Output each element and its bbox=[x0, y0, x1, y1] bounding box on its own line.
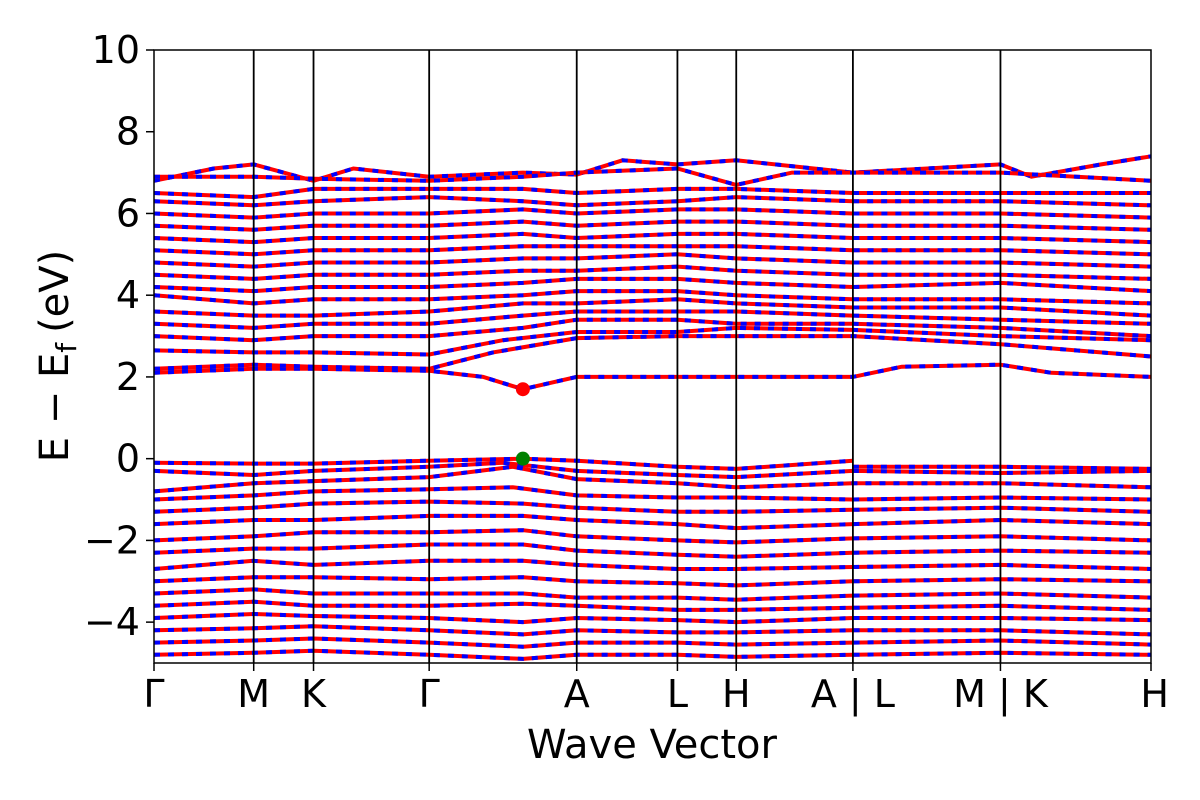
y-axis-label-unit: (eV) bbox=[32, 250, 78, 333]
y-axis-label-main: E − E bbox=[32, 353, 78, 463]
x-tick-label: A | L bbox=[811, 672, 895, 717]
y-tick-label: −4 bbox=[84, 600, 140, 644]
conduction-band-11-spin-up bbox=[154, 231, 1151, 245]
y-tick-label: 0 bbox=[116, 437, 140, 481]
vbm-marker bbox=[515, 451, 530, 466]
valence-band-9-spin-up bbox=[154, 575, 1151, 588]
valence-band-7-spin-up bbox=[154, 542, 1151, 559]
band-edge-markers bbox=[515, 382, 530, 466]
conduction-band-17-spin-up bbox=[154, 166, 1151, 187]
valence-band-5-spin-up bbox=[154, 513, 1151, 531]
conduction-band-2-spin-up bbox=[154, 325, 1151, 357]
x-tick-label: H bbox=[722, 672, 751, 716]
y-axis-label: E − Ef (eV) bbox=[32, 250, 83, 463]
x-tick-label: Γ bbox=[143, 672, 164, 716]
y-tick-label: 4 bbox=[116, 273, 140, 317]
conduction-band-13-spin-up bbox=[154, 207, 1151, 220]
x-tick-label: Γ bbox=[419, 672, 440, 716]
kpath-vertical-lines bbox=[252, 50, 1002, 663]
valence-band-3-spin-up bbox=[154, 485, 1151, 502]
valence-band-8-spin-up bbox=[154, 558, 1151, 571]
cbm-marker bbox=[515, 382, 530, 397]
conduction-band-9-spin-up bbox=[154, 252, 1151, 269]
x-tick-label: M | K bbox=[953, 672, 1049, 717]
conduction-band-0-spin-up bbox=[154, 362, 1151, 392]
x-tick-label: M bbox=[237, 672, 270, 716]
valence-band-12-spin-up bbox=[154, 611, 1151, 625]
valence-band-15-spin-up bbox=[154, 648, 1151, 661]
valence-band-14-spin-up bbox=[154, 636, 1151, 649]
y-tick-label: 2 bbox=[116, 355, 140, 399]
x-tick-label: A bbox=[564, 672, 590, 716]
plot-frame bbox=[153, 49, 1152, 664]
valence-band-6-spin-up bbox=[154, 528, 1151, 545]
y-tick-label: −2 bbox=[84, 518, 140, 562]
x-tick-label: H bbox=[1140, 672, 1169, 716]
y-tick-label: 8 bbox=[116, 110, 140, 154]
bands-layer bbox=[154, 154, 1151, 661]
x-tick-label: L bbox=[667, 672, 688, 716]
conduction-band-0-spin-down bbox=[154, 362, 1151, 392]
conduction-band-10-spin-up bbox=[154, 244, 1151, 257]
conduction-band-15-spin-up bbox=[154, 186, 1151, 200]
valence-band-11-spin-up bbox=[154, 599, 1151, 612]
conduction-band-12-spin-up bbox=[154, 219, 1151, 232]
y-tick-label: 6 bbox=[116, 191, 140, 235]
valence-band-10-spin-up bbox=[154, 587, 1151, 602]
valence-band-4-spin-up bbox=[154, 499, 1151, 514]
valence-band-13-spin-up bbox=[154, 624, 1151, 637]
y-tick-label: 10 bbox=[92, 28, 140, 72]
conduction-band-14-spin-up bbox=[154, 195, 1151, 208]
conduction-band-16-spin-down bbox=[154, 154, 1151, 183]
y-axis-ticks: −4 −2 0 2 4 6 8 10 bbox=[84, 28, 154, 644]
y-axis-label-subscript: f bbox=[50, 342, 83, 353]
x-tick-label: K bbox=[301, 672, 327, 716]
x-axis-label: Wave Vector bbox=[527, 722, 778, 768]
